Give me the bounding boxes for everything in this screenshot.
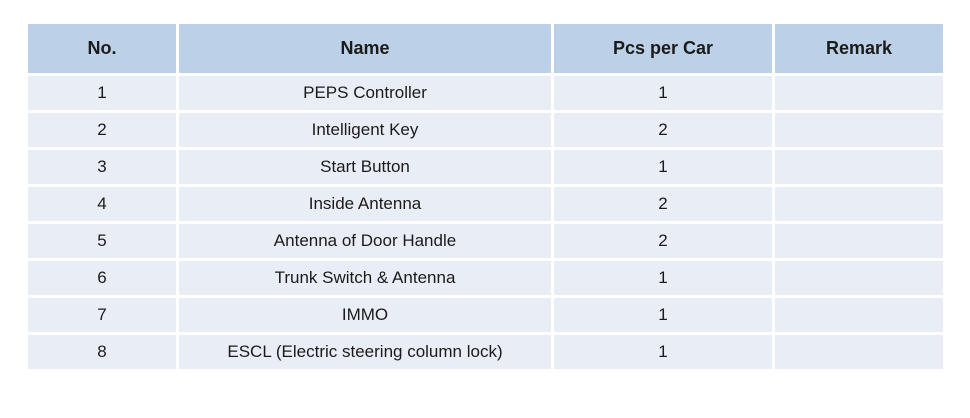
header-row: No. Name Pcs per Car Remark: [28, 24, 943, 73]
cell-name: Inside Antenna: [179, 187, 551, 221]
parts-table: No. Name Pcs per Car Remark 1 PEPS Contr…: [25, 21, 946, 372]
cell-remark: [775, 224, 943, 258]
table-row: 4 Inside Antenna 2: [28, 187, 943, 221]
cell-no: 1: [28, 76, 176, 110]
cell-remark: [775, 113, 943, 147]
cell-pcs: 1: [554, 261, 772, 295]
table-row: 8 ESCL (Electric steering column lock) 1: [28, 335, 943, 369]
cell-remark: [775, 187, 943, 221]
cell-no: 2: [28, 113, 176, 147]
cell-name: Trunk Switch & Antenna: [179, 261, 551, 295]
cell-no: 8: [28, 335, 176, 369]
column-header-no: No.: [28, 24, 176, 73]
cell-no: 6: [28, 261, 176, 295]
table-row: 1 PEPS Controller 1: [28, 76, 943, 110]
table-row: 2 Intelligent Key 2: [28, 113, 943, 147]
cell-pcs: 2: [554, 224, 772, 258]
cell-name: Start Button: [179, 150, 551, 184]
cell-name: Intelligent Key: [179, 113, 551, 147]
cell-remark: [775, 261, 943, 295]
table-row: 7 IMMO 1: [28, 298, 943, 332]
cell-name: ESCL (Electric steering column lock): [179, 335, 551, 369]
cell-no: 3: [28, 150, 176, 184]
cell-remark: [775, 150, 943, 184]
cell-no: 7: [28, 298, 176, 332]
cell-pcs: 1: [554, 335, 772, 369]
cell-name: Antenna of Door Handle: [179, 224, 551, 258]
cell-remark: [775, 335, 943, 369]
cell-remark: [775, 76, 943, 110]
cell-remark: [775, 298, 943, 332]
cell-pcs: 1: [554, 298, 772, 332]
table-row: 5 Antenna of Door Handle 2: [28, 224, 943, 258]
table-row: 6 Trunk Switch & Antenna 1: [28, 261, 943, 295]
cell-no: 5: [28, 224, 176, 258]
column-header-remark: Remark: [775, 24, 943, 73]
cell-no: 4: [28, 187, 176, 221]
cell-pcs: 2: [554, 113, 772, 147]
cell-pcs: 2: [554, 187, 772, 221]
cell-name: PEPS Controller: [179, 76, 551, 110]
column-header-name: Name: [179, 24, 551, 73]
cell-name: IMMO: [179, 298, 551, 332]
column-header-pcs: Pcs per Car: [554, 24, 772, 73]
cell-pcs: 1: [554, 76, 772, 110]
table-row: 3 Start Button 1: [28, 150, 943, 184]
cell-pcs: 1: [554, 150, 772, 184]
